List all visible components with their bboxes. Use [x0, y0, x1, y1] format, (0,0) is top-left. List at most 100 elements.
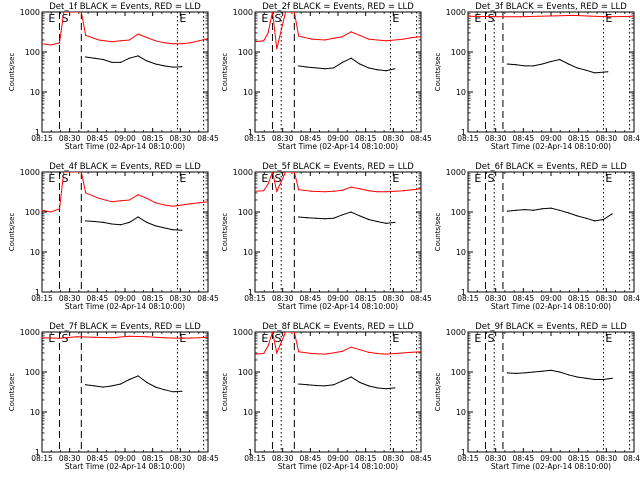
events-series-point — [163, 389, 165, 391]
events-series-point — [146, 381, 148, 383]
lld-series-point — [263, 352, 265, 355]
lld-series-point — [128, 39, 130, 41]
y-tick-label: 1 — [35, 448, 40, 457]
x-tick-label: 09:00 — [327, 134, 349, 143]
x-axis-label: Start Time (02-Apr-14 08:10:00) — [491, 142, 611, 151]
chart-panel-6: Det_6f BLACK = Events, RED = LLD Start Ti… — [434, 162, 640, 311]
events-series-point — [341, 214, 343, 216]
lld-series-point — [198, 337, 200, 339]
lld-series-point — [111, 201, 113, 203]
events-series-point — [137, 216, 139, 218]
x-tick-label: 08:45 — [410, 134, 432, 143]
events-series-point — [350, 211, 352, 213]
events-series-point — [559, 371, 561, 373]
y-tick-label: 10 — [30, 248, 40, 257]
events-series-point — [385, 70, 387, 72]
x-tick-label: 08:45 — [197, 294, 219, 303]
x-tick-label: 08:45 — [87, 454, 109, 463]
x-tick-label: 08:15 — [355, 294, 377, 303]
events-series-point — [146, 60, 148, 62]
plot-frame — [41, 11, 209, 133]
events-series-point — [111, 61, 113, 63]
event-marker-label: E — [48, 12, 55, 25]
x-axis-label: Start Time (02-Apr-14 08:10:00) — [65, 302, 185, 311]
events-series-line — [298, 57, 395, 72]
x-tick-label: 08:45 — [87, 134, 109, 143]
y-tick-label: 1 — [35, 128, 40, 137]
events-series-point — [333, 217, 335, 219]
lld-series-point — [271, 332, 274, 333]
event-marker-label: E — [179, 12, 186, 25]
x-tick-label: 08:45 — [513, 454, 535, 463]
events-series-point — [120, 383, 122, 385]
events-series-point — [163, 227, 165, 229]
lld-series-point — [420, 36, 421, 38]
lld-series-point — [163, 204, 165, 206]
y-tick-label: 1000 — [446, 8, 466, 17]
x-tick-label: 09:00 — [540, 294, 562, 303]
lld-series-point — [71, 172, 74, 173]
x-axis-label: Start Time (02-Apr-14 08:10:00) — [278, 142, 398, 151]
event-marker-label: E — [179, 172, 186, 185]
lld-series-point — [50, 211, 52, 213]
y-tick-label: 1000 — [233, 8, 253, 17]
events-series-point — [376, 220, 378, 223]
x-tick-label: 08:30 — [383, 294, 405, 303]
y-tick-label: 1 — [35, 288, 40, 297]
events-series-point — [85, 56, 87, 58]
lld-series-point — [80, 172, 82, 173]
x-tick-label: 08:30 — [59, 294, 81, 303]
x-tick-label: 08:15 — [355, 454, 377, 463]
lld-series-point — [293, 172, 295, 173]
x-tick-label: 08:45 — [300, 454, 322, 463]
lld-series-point — [376, 191, 378, 193]
lld-series-point — [420, 188, 421, 190]
events-series-line — [507, 58, 608, 74]
chart-title: Det_6f BLACK = Events, RED = LLD — [475, 162, 627, 172]
lld-series-point — [263, 190, 265, 192]
event-marker-label: E — [605, 12, 612, 25]
event-marker-label: S — [487, 12, 494, 25]
event-marker-label: E — [48, 172, 55, 185]
x-tick-label: 09:00 — [540, 134, 562, 143]
y-axis-label: Counts/sec — [434, 213, 442, 252]
events-series-point — [550, 369, 552, 371]
events-series-point — [102, 58, 104, 61]
lld-series-point — [607, 16, 609, 18]
lld-series-point — [207, 37, 208, 39]
events-series-point — [93, 385, 96, 387]
lld-series-point — [128, 335, 130, 337]
lld-series-point — [85, 192, 87, 194]
lld-series-point — [98, 39, 100, 41]
lld-series-point — [324, 39, 326, 41]
chart-title: Det_5f BLACK = Events, RED = LLD — [262, 162, 414, 172]
x-tick-label: 08:30 — [170, 294, 192, 303]
lld-series-point — [333, 190, 335, 192]
lld-series-point — [420, 351, 421, 353]
events-series-point — [585, 217, 587, 219]
chart-panel-1: Det_1f BLACK = Events, RED = LLD Start Ti… — [8, 2, 219, 151]
lld-series-point — [411, 189, 413, 191]
y-tick-label: 10 — [243, 408, 253, 417]
events-series-line — [298, 211, 395, 224]
y-tick-label: 1000 — [20, 328, 40, 337]
y-tick-label: 100 — [25, 368, 40, 377]
x-tick-label: 08:15 — [244, 134, 266, 143]
event-marker-label: E — [605, 172, 612, 185]
events-series-point — [137, 375, 139, 377]
y-tick-label: 1 — [461, 448, 466, 457]
x-tick-label: 08:15 — [244, 454, 266, 463]
y-axis-label: Counts/sec — [8, 213, 16, 252]
events-series-line — [298, 376, 395, 390]
lld-series-point — [333, 37, 335, 39]
events-series-point — [181, 66, 183, 68]
events-series-point — [359, 381, 361, 383]
lld-series-point — [367, 38, 370, 40]
events-series-point — [567, 212, 570, 214]
events-series-point — [541, 370, 543, 372]
lld-series-point — [63, 12, 65, 13]
x-tick-label: 08:30 — [170, 454, 192, 463]
events-series-point — [550, 207, 552, 209]
events-series-point — [611, 213, 613, 215]
events-series-point — [341, 380, 343, 382]
